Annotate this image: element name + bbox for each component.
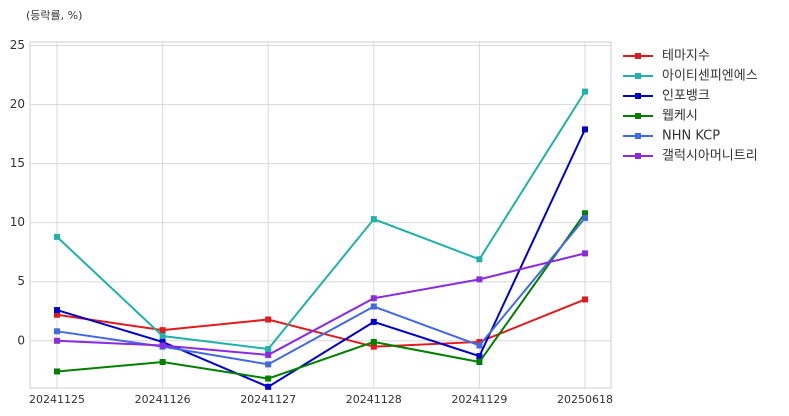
data-point	[54, 337, 60, 344]
data-point	[582, 126, 588, 133]
data-point	[476, 276, 483, 283]
legend-label: 갤럭시아머니트리	[662, 149, 758, 164]
legend-label: 웹케시	[662, 109, 698, 124]
data-point	[265, 383, 272, 390]
data-point	[476, 256, 483, 263]
data-point	[370, 303, 377, 310]
data-point	[159, 333, 166, 340]
data-point	[582, 296, 588, 303]
legend-label: NHN KCP	[662, 129, 720, 144]
y-tick-label: 25	[10, 38, 25, 52]
data-point	[159, 342, 166, 349]
series-line	[56, 128, 586, 388]
x-tick-label: 20241129	[451, 393, 507, 406]
y-tick-label: 15	[10, 156, 25, 170]
legend-label: 테마지수	[662, 49, 710, 64]
data-point	[54, 311, 60, 318]
data-point	[159, 359, 166, 366]
x-tick-label: 20241127	[240, 393, 296, 406]
data-point	[265, 316, 272, 323]
data-point	[370, 338, 377, 345]
series-line	[56, 91, 586, 351]
data-point	[582, 214, 588, 221]
data-point	[476, 342, 483, 349]
series-line	[56, 212, 586, 380]
legend-marker	[635, 73, 641, 79]
data-point	[159, 327, 166, 334]
legend-marker	[635, 153, 641, 159]
x-tick-label: 20241125	[29, 393, 85, 406]
plot-frame	[29, 41, 612, 389]
data-point	[54, 307, 60, 314]
data-point	[159, 338, 166, 345]
data-point	[54, 233, 60, 240]
legend-marker	[635, 113, 641, 119]
series-line	[56, 252, 586, 356]
data-point	[54, 368, 60, 375]
data-point	[265, 351, 272, 358]
series-line	[56, 217, 586, 366]
data-point	[370, 318, 377, 325]
data-point	[370, 295, 377, 302]
data-point	[582, 210, 588, 217]
data-point	[582, 88, 588, 95]
y-tick-label: 0	[17, 333, 25, 347]
data-point	[476, 359, 483, 366]
data-point	[476, 353, 483, 360]
y-tick-label: 5	[17, 274, 25, 288]
y-axis-label: (등락률, %)	[26, 9, 82, 22]
y-tick-label: 10	[10, 215, 25, 229]
data-point	[370, 216, 377, 223]
legend-label: 아이티센피엔에스	[662, 69, 758, 84]
data-point	[265, 375, 272, 382]
x-tick-label: 20241126	[135, 393, 191, 406]
data-point	[265, 346, 272, 353]
data-point	[582, 250, 588, 257]
x-tick-label: 20250618	[557, 393, 613, 406]
data-point	[54, 328, 60, 335]
legend-marker	[635, 93, 641, 99]
x-tick-label: 20241128	[346, 393, 402, 406]
series-line	[56, 298, 586, 348]
legend-marker	[635, 53, 641, 59]
data-point	[370, 343, 377, 350]
legend-marker	[635, 133, 641, 139]
y-tick-label: 20	[10, 97, 25, 111]
data-point	[476, 338, 483, 345]
legend-label: 인포뱅크	[662, 89, 710, 104]
data-point	[265, 361, 272, 368]
